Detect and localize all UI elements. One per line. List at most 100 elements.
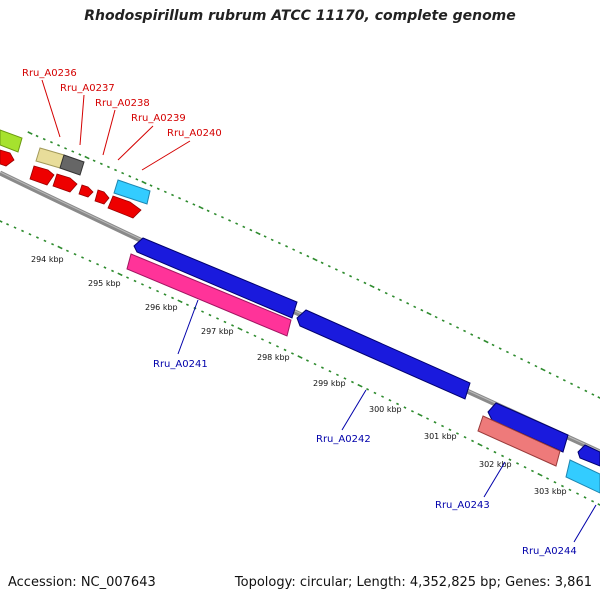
inner-track-tick xyxy=(320,366,324,369)
outer-track-tick xyxy=(584,389,588,393)
gene-arrow-red-5[interactable] xyxy=(94,189,110,205)
map-title: Rhodospirillum rubrum ATCC 11170, comple… xyxy=(84,8,516,24)
inner-track-tick xyxy=(13,226,17,229)
inner-track-tick xyxy=(96,262,100,266)
gene-label-rru-a0242[interactable]: Rru_A0242 xyxy=(316,434,371,445)
outer-track-tick xyxy=(27,131,33,135)
gene-arrow-red-4[interactable] xyxy=(78,184,94,198)
inner-track-tick xyxy=(0,219,3,223)
inner-track-tick xyxy=(208,313,212,317)
gene-label-rru-a0237[interactable]: Rru_A0237 xyxy=(60,83,115,94)
outer-track-tick xyxy=(312,257,318,262)
gene-label-rru-a0244[interactable]: Rru_A0244 xyxy=(522,546,577,557)
gene-block-gray[interactable] xyxy=(59,154,85,176)
outer-track-tick xyxy=(71,150,75,153)
inner-track-tick xyxy=(463,435,467,439)
outer-track-tick xyxy=(570,382,574,386)
outer-track-tick xyxy=(555,375,559,378)
outer-track-tick xyxy=(64,147,68,150)
outer-track-tick xyxy=(235,222,239,225)
outer-track-tick xyxy=(285,245,289,248)
gene-arrow-blue-2[interactable] xyxy=(296,309,471,400)
outer-track-tick xyxy=(426,311,432,316)
outer-track-tick xyxy=(327,264,331,268)
gene-arrow-red-2[interactable] xyxy=(29,165,55,186)
inner-track-tick xyxy=(148,286,152,290)
outer-track-tick xyxy=(441,319,445,322)
inner-track-tick xyxy=(471,439,475,443)
gene-label-rru-a0236[interactable]: Rru_A0236 xyxy=(22,68,77,79)
inner-track-tick xyxy=(381,395,385,398)
inner-track-tick xyxy=(275,345,279,348)
outer-track-tick xyxy=(420,308,424,312)
gene-label-rru-a0243[interactable]: Rru_A0243 xyxy=(435,500,490,511)
outer-track-tick xyxy=(334,268,338,271)
gene-arrow-blue-1[interactable] xyxy=(133,237,298,319)
topology-summary: Topology: circular; Length: 4,352,825 bp… xyxy=(234,575,592,590)
inner-track-tick xyxy=(81,256,85,259)
gene-block-green[interactable] xyxy=(0,129,23,153)
inner-track-tick xyxy=(237,327,243,331)
outer-track-tick xyxy=(35,134,39,138)
inner-track-tick xyxy=(21,229,25,233)
gene-arrow-red-3[interactable] xyxy=(52,173,78,193)
outer-track-tick xyxy=(534,364,538,368)
inner-track-tick xyxy=(6,223,10,226)
outer-track-tick xyxy=(463,329,467,333)
outer-track-tick xyxy=(141,180,147,185)
outer-track-tick xyxy=(213,212,217,216)
outer-track-tick xyxy=(135,178,139,181)
outer-track-tick xyxy=(84,155,90,160)
gene-label-rru-a0238[interactable]: Rru_A0238 xyxy=(95,98,150,109)
gene-arrow-red-1[interactable] xyxy=(0,149,15,167)
gene-block-khaki[interactable] xyxy=(35,147,65,169)
inner-track-tick xyxy=(493,450,497,454)
inner-track-tick xyxy=(373,391,377,395)
gene-block-magenta[interactable] xyxy=(126,253,292,337)
inner-track-tick xyxy=(417,413,423,417)
inner-track-tick xyxy=(403,406,407,409)
outer-track-tick xyxy=(413,305,417,309)
kbp-label-295: 295 kbp xyxy=(88,279,121,288)
gene-arrow-blue-4[interactable] xyxy=(577,444,600,467)
leader-rru-a0236 xyxy=(41,79,61,138)
outer-track-tick xyxy=(498,347,502,350)
inner-track-tick xyxy=(335,373,339,377)
kbp-label-302: 302 kbp xyxy=(479,460,512,469)
outer-track-tick xyxy=(249,228,253,232)
inner-track-tick xyxy=(441,424,445,428)
inner-track-tick xyxy=(426,417,430,420)
outer-track-tick xyxy=(356,278,360,281)
leader-rru-a0242 xyxy=(341,389,367,431)
gene-block-cyan-bottom[interactable] xyxy=(565,459,600,494)
inner-track-tick xyxy=(516,462,520,465)
outer-track-tick xyxy=(192,203,196,206)
inner-track-tick xyxy=(568,488,572,492)
leader-rru-a0240 xyxy=(141,140,191,171)
inner-track-tick xyxy=(410,410,414,413)
inner-track-tick xyxy=(455,432,459,435)
inner-track-tick xyxy=(245,331,249,334)
outer-track-tick xyxy=(399,298,403,302)
outer-track-tick xyxy=(99,162,103,166)
gene-arrow-red-6[interactable] xyxy=(107,195,142,219)
outer-track-tick xyxy=(434,315,438,319)
outer-track-tick xyxy=(342,271,346,275)
inner-track-tick xyxy=(313,362,317,366)
gene-label-rru-a0241[interactable]: Rru_A0241 xyxy=(153,359,208,370)
kbp-label-301: 301 kbp xyxy=(424,432,457,441)
outer-track-tick xyxy=(320,261,324,265)
outer-track-tick xyxy=(292,248,296,251)
gene-block-cyan-top[interactable] xyxy=(113,179,151,205)
gene-block-salmon[interactable] xyxy=(477,415,561,467)
inner-tick-track xyxy=(0,219,600,507)
inner-track-tick xyxy=(388,399,392,402)
inner-track-tick xyxy=(126,276,130,279)
outer-track-tick xyxy=(242,225,246,229)
gene-label-rru-a0239[interactable]: Rru_A0239 xyxy=(131,113,186,124)
inner-track-tick xyxy=(43,239,47,243)
leader-rru-a0239 xyxy=(117,125,154,161)
outer-track-tick xyxy=(255,231,261,236)
gene-label-rru-a0240[interactable]: Rru_A0240 xyxy=(167,128,222,139)
outer-track-tick xyxy=(263,235,267,238)
